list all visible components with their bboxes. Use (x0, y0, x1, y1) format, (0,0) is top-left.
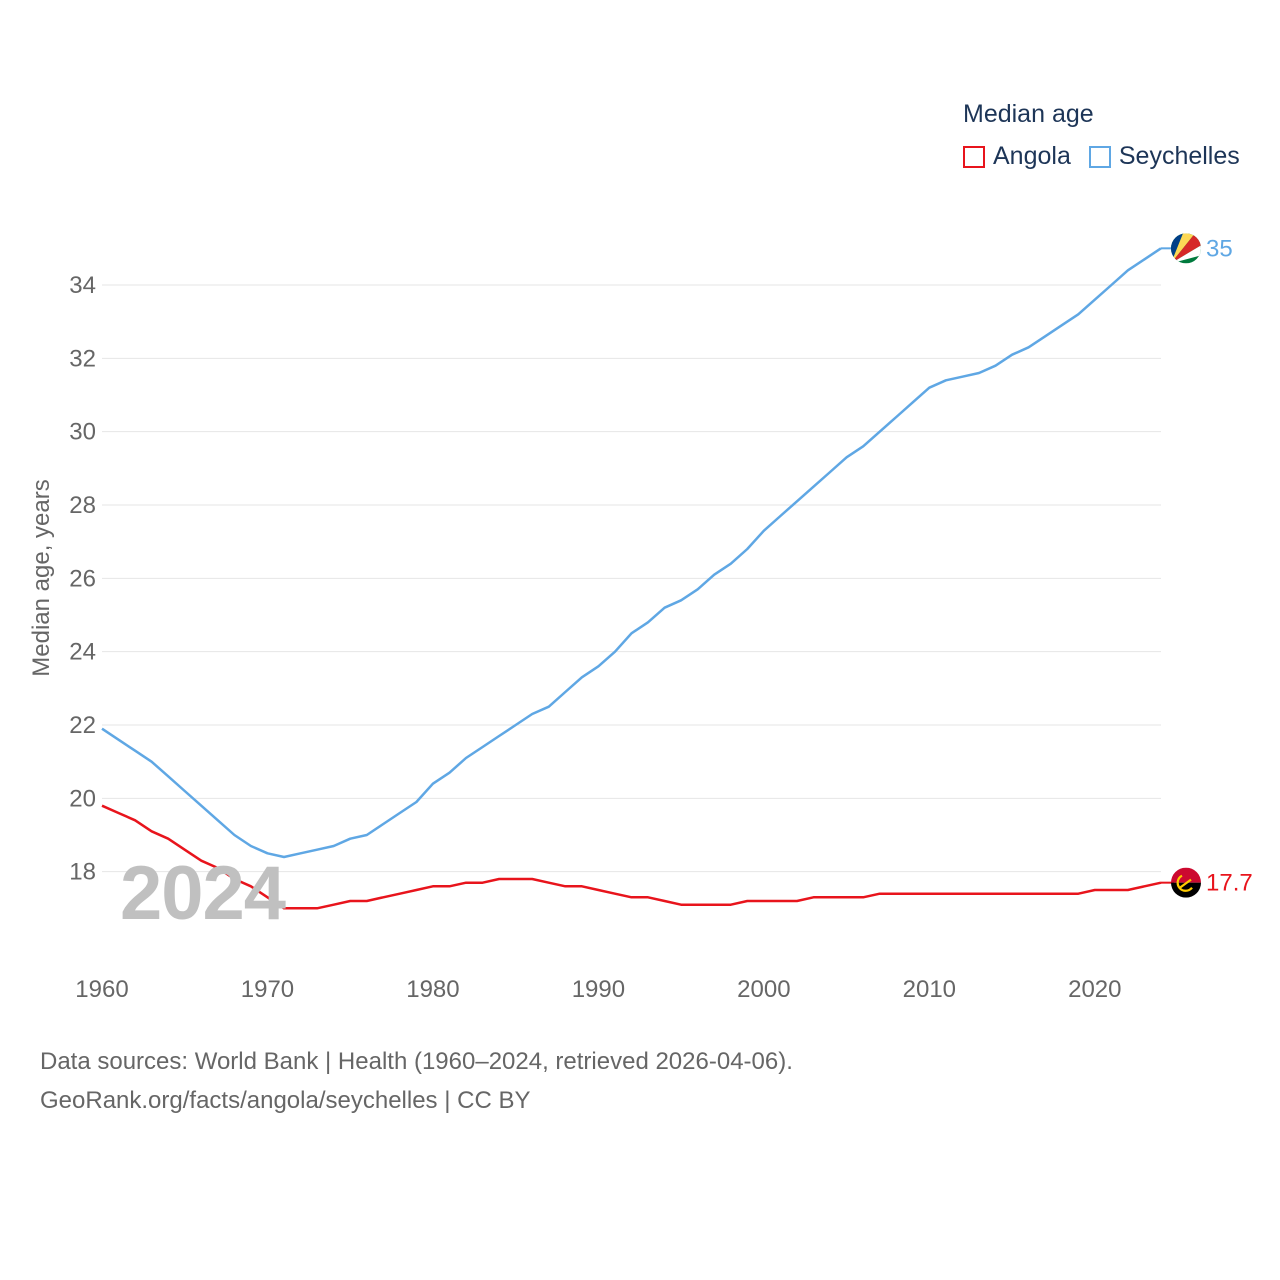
x-tick-label: 1960 (75, 976, 128, 1003)
y-tick-label: 18 (69, 859, 96, 886)
y-tick-label: 34 (69, 272, 96, 299)
legend-item-seychelles[interactable]: Seychelles (1088, 142, 1240, 171)
x-tick-label: 1990 (572, 976, 625, 1003)
legend-label-seychelles: Seychelles (1118, 142, 1240, 170)
y-tick-label: 22 (69, 712, 96, 739)
end-value-label-angola: 17.7 (1206, 870, 1253, 897)
y-tick-label: 26 (69, 565, 96, 592)
year-watermark: 2024 (120, 851, 286, 936)
y-tick-label: 20 (69, 785, 96, 812)
source-note: Data sources: World Bank | Health (1960–… (40, 1042, 793, 1120)
source-line-1: Data sources: World Bank | Health (1960–… (40, 1048, 793, 1075)
source-line-2[interactable]: GeoRank.org/facts/angola/seychelles | CC… (40, 1087, 531, 1114)
x-tick-label: 2000 (737, 976, 790, 1003)
x-tick-label: 2010 (903, 976, 956, 1003)
legend-label-angola: Angola (993, 142, 1071, 170)
x-tick-label: 1970 (241, 976, 294, 1003)
x-tick-label: 2020 (1068, 976, 1121, 1003)
flag-icon-seychelles (1171, 233, 1201, 264)
legend-title: Median age (963, 100, 1094, 128)
y-tick-label: 28 (69, 492, 96, 519)
legend-item-angola[interactable]: Angola (963, 142, 1071, 171)
y-tick-label: 32 (69, 345, 96, 372)
legend: Angola Seychelles (963, 142, 1258, 171)
y-tick-label: 30 (69, 419, 96, 446)
flag-icon-angola (1171, 867, 1201, 898)
legend-swatch-seychelles (1088, 145, 1111, 168)
series-line-seychelles[interactable] (101, 247, 1162, 859)
end-value-label-seychelles: 35 (1206, 235, 1233, 262)
legend-swatch-angola (963, 145, 985, 168)
y-tick-label: 24 (69, 639, 96, 666)
x-tick-label: 1980 (406, 976, 459, 1003)
series-line-angola[interactable] (101, 804, 1162, 910)
